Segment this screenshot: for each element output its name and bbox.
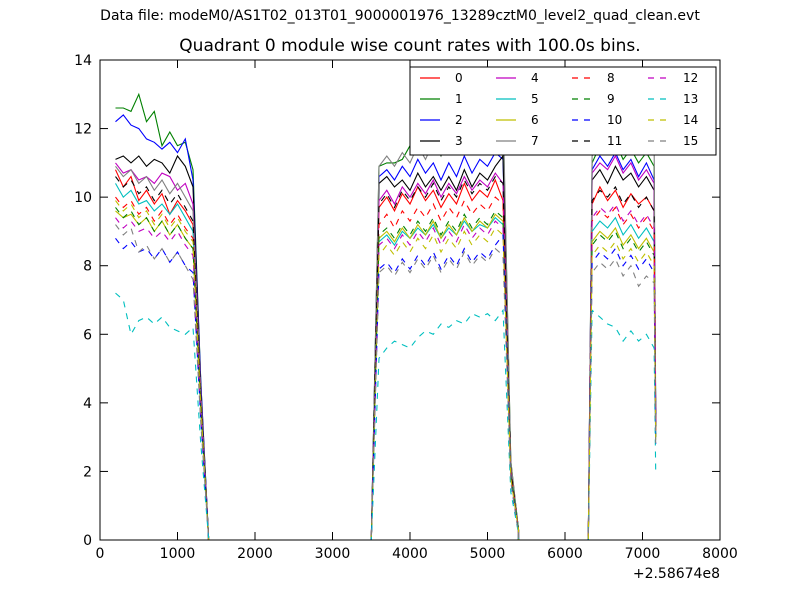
- legend-label-6: 6: [531, 113, 539, 127]
- y-tick-label: 8: [83, 259, 92, 275]
- series-line-8: [115, 196, 657, 541]
- legend-label-8: 8: [607, 71, 615, 85]
- series-line-12: [115, 202, 657, 541]
- x-tick-label: 1000: [160, 546, 196, 562]
- series-line-5: [115, 183, 657, 541]
- x-tick-label: 0: [96, 546, 105, 562]
- legend-label-2: 2: [455, 113, 463, 127]
- series-line-2: [115, 114, 657, 541]
- legend-label-0: 0: [455, 71, 463, 85]
- legend-label-12: 12: [683, 71, 698, 85]
- x-tick-label: 5000: [470, 546, 506, 562]
- legend-label-9: 9: [607, 92, 615, 106]
- x-tick-label: 4000: [392, 546, 428, 562]
- y-tick-label: 0: [83, 533, 92, 549]
- legend-label-4: 4: [531, 71, 539, 85]
- series-line-15: [115, 224, 657, 541]
- x-tick-label: 3000: [315, 546, 351, 562]
- legend-label-14: 14: [683, 113, 698, 127]
- x-offset-label: +2.58674e8: [633, 566, 720, 582]
- legend-label-3: 3: [455, 134, 463, 148]
- legend-label-1: 1: [455, 92, 463, 106]
- series-line-3: [115, 154, 657, 541]
- series-line-11: [115, 175, 657, 541]
- legend-label-7: 7: [531, 134, 539, 148]
- series-line-0: [114, 169, 657, 541]
- legend-label-11: 11: [607, 134, 622, 148]
- y-tick-label: 2: [83, 464, 92, 480]
- legend-box: [409, 66, 717, 156]
- x-tick-label: 7000: [625, 546, 661, 562]
- axis-layer: 0 1000 2000 3000 4000 5000 6000 7000 80000246810…: [74, 53, 738, 562]
- legend-label-10: 10: [607, 113, 622, 127]
- series-line-4: [115, 154, 657, 541]
- legend-label-13: 13: [683, 92, 698, 106]
- legend-label-5: 5: [531, 92, 539, 106]
- series-line-9: [115, 207, 657, 541]
- y-tick-label: 4: [83, 396, 92, 412]
- y-tick-label: 14: [74, 53, 92, 69]
- x-tick-label: 2000: [237, 546, 273, 562]
- suptitle: Data file: modeM0/AS1T02_013T01_90000019…: [100, 8, 700, 24]
- y-tick-label: 10: [74, 190, 92, 206]
- x-tick-label: 8000: [702, 546, 738, 562]
- y-tick-label: 12: [74, 122, 92, 138]
- y-tick-label: 6: [83, 327, 92, 343]
- chart-title: Quadrant 0 module wise count rates with …: [179, 36, 641, 56]
- series-line-14: [115, 200, 657, 541]
- x-tick-label: 6000: [547, 546, 583, 562]
- legend-label-15: 15: [683, 134, 698, 148]
- series-line-10: [115, 233, 657, 541]
